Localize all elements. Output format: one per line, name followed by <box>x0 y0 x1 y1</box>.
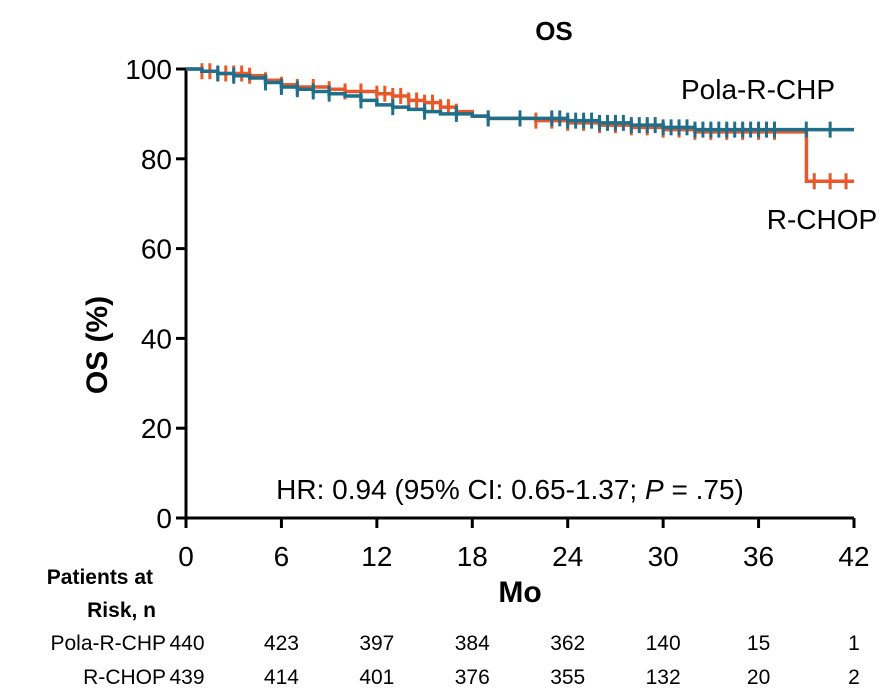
risk-count: 439 <box>169 666 204 689</box>
risk-count: 355 <box>550 666 585 689</box>
risk-count: 423 <box>264 632 299 655</box>
risk-table: Pola-R-CHP 440 423 397 384 362 140 15 1 R-CHOP 439… <box>50 632 859 689</box>
risk-count: 362 <box>550 632 585 655</box>
risk-count: 2 <box>848 666 860 689</box>
risk-count: 20 <box>747 666 770 689</box>
survival-curves <box>186 63 854 190</box>
risk-count: 1 <box>848 632 860 655</box>
hr-prefix: HR: 0.94 (95% CI: 0.65-1.37; <box>276 474 645 505</box>
risk-count: 440 <box>169 632 204 655</box>
y-tick-label: 60 <box>141 234 172 265</box>
risk-count: 15 <box>747 632 770 655</box>
y-tick-label: 20 <box>141 413 172 444</box>
risk-count: 401 <box>359 666 394 689</box>
x-tick-label: 0 <box>178 541 194 572</box>
x-axis-label: Mo <box>498 576 541 609</box>
series-label-pola: Pola-R-CHP <box>681 74 835 105</box>
x-tick-label: 30 <box>648 541 679 572</box>
risk-count: 397 <box>359 632 394 655</box>
hr-suffix: = .75) <box>664 474 744 505</box>
tick-labels: 0 20 40 60 80 100 0 6 12 18 24 30 36 42 <box>125 54 869 572</box>
y-tick-label: 0 <box>156 503 172 534</box>
y-tick-label: 100 <box>125 54 172 85</box>
risk-count: 376 <box>455 666 490 689</box>
hazard-ratio-annotation: HR: 0.94 (95% CI: 0.65-1.37; P = .75) <box>276 474 744 505</box>
x-tick-label: 12 <box>361 541 392 572</box>
axes-group <box>176 67 856 528</box>
y-axis-label: OS (%) <box>81 296 114 394</box>
x-tick-label: 18 <box>457 541 488 572</box>
x-tick-label: 6 <box>274 541 290 572</box>
x-tick-label: 24 <box>552 541 583 572</box>
x-tick-label: 42 <box>838 541 869 572</box>
risk-table-header-line2: Risk, n <box>87 599 156 622</box>
risk-count: 414 <box>264 666 299 689</box>
series-label-rchop: R-CHOP <box>767 204 877 235</box>
y-tick-label: 80 <box>141 144 172 175</box>
risk-row-label: R-CHOP <box>83 666 166 689</box>
risk-count: 132 <box>646 666 681 689</box>
risk-table-header-line1: Patients at <box>47 566 153 589</box>
y-tick-label: 40 <box>141 323 172 354</box>
x-tick-label: 36 <box>743 541 774 572</box>
chart-title: OS <box>535 16 573 46</box>
risk-count: 140 <box>646 632 681 655</box>
risk-row-label: Pola-R-CHP <box>50 632 166 655</box>
hr-p-italic: P <box>645 474 664 505</box>
risk-count: 384 <box>455 632 490 655</box>
